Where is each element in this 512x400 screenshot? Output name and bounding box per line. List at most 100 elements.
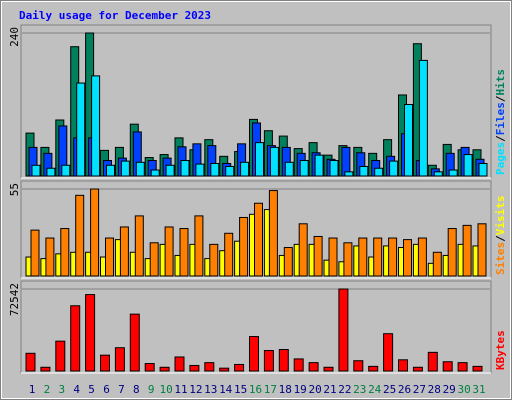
legend-entry: Hits	[494, 69, 507, 96]
legend-separator: /	[494, 95, 507, 102]
bar	[234, 363, 245, 372]
bar	[299, 160, 309, 177]
y-tick-label: 240	[8, 27, 21, 47]
x-tick-label: 14	[219, 383, 233, 396]
legend-entry: Visits	[494, 196, 507, 236]
bar	[388, 237, 398, 277]
bar	[427, 351, 438, 372]
bar	[85, 294, 96, 372]
bar	[353, 360, 364, 372]
bar	[448, 169, 458, 177]
bar	[313, 235, 323, 277]
bar	[159, 366, 170, 372]
x-tick-label: 10	[159, 383, 172, 396]
x-tick-label: 5	[88, 383, 95, 396]
bar	[144, 363, 155, 372]
bar	[463, 154, 473, 177]
x-tick-label: 25	[383, 383, 396, 396]
bar	[164, 226, 174, 277]
bar	[477, 223, 487, 277]
bar	[344, 171, 354, 177]
bar	[75, 194, 85, 277]
legend-separator: /	[494, 135, 507, 142]
bar	[219, 367, 230, 372]
x-tick-label: 20	[308, 383, 321, 396]
bar	[76, 82, 86, 177]
bar	[100, 354, 110, 372]
bar	[204, 362, 215, 372]
x-tick-label: 22	[338, 383, 351, 396]
bar	[195, 163, 205, 177]
bar	[70, 305, 81, 372]
bar	[314, 154, 324, 177]
bar	[46, 167, 56, 177]
bar	[433, 171, 443, 177]
chart-title: Daily usage for December 2023	[19, 9, 211, 22]
x-tick-label: 19	[294, 383, 307, 396]
bar	[60, 228, 70, 277]
bar	[165, 164, 175, 177]
bar	[269, 146, 279, 177]
bar	[90, 188, 100, 277]
bar	[368, 365, 379, 372]
x-tick-label: 16	[249, 383, 262, 396]
x-tick-label: 3	[58, 383, 65, 396]
bar	[328, 237, 338, 277]
legend-entry: KBytes	[494, 330, 507, 370]
x-tick-label: 6	[103, 383, 110, 396]
bar	[209, 243, 219, 277]
bar	[268, 190, 278, 277]
x-tick-label: 15	[234, 383, 247, 396]
bar	[255, 142, 264, 177]
bar	[403, 239, 412, 277]
bar	[61, 164, 71, 177]
bar	[278, 349, 289, 372]
bar	[472, 365, 483, 372]
bar	[398, 359, 408, 372]
x-tick-label: 12	[189, 383, 202, 396]
bar	[389, 160, 399, 177]
bar	[25, 352, 36, 372]
bar	[31, 164, 41, 177]
x-tick-label: 9	[148, 383, 155, 396]
bar	[91, 75, 101, 177]
bar	[179, 228, 189, 277]
bar	[120, 160, 130, 177]
bar	[129, 313, 140, 372]
x-tick-label: 4	[73, 383, 80, 396]
x-tick-label: 11	[174, 383, 187, 396]
x-tick-label: 23	[353, 383, 366, 396]
bar	[150, 169, 160, 177]
x-tick-label: 27	[413, 383, 426, 396]
bar	[189, 364, 200, 372]
bar	[293, 358, 304, 372]
bar	[442, 361, 453, 372]
bar	[358, 237, 368, 277]
x-tick-label: 24	[368, 383, 382, 396]
x-tick-label: 31	[472, 383, 485, 396]
x-tick-label: 1	[29, 383, 36, 396]
bar	[225, 165, 235, 177]
x-tick-label: 17	[264, 383, 277, 396]
bar	[478, 162, 488, 177]
legend: Sites/Visits	[494, 196, 507, 276]
bar	[417, 237, 427, 277]
bar	[447, 228, 457, 277]
bar	[249, 336, 259, 372]
bar	[383, 333, 394, 372]
x-tick-label: 21	[323, 383, 336, 396]
bar	[240, 161, 250, 177]
bar	[105, 237, 114, 277]
x-tick-label: 30	[457, 383, 470, 396]
bar	[343, 242, 353, 277]
x-tick-label: 13	[204, 383, 217, 396]
y-tick-label: 72542	[8, 283, 21, 316]
bar	[457, 362, 468, 372]
x-tick-label: 18	[279, 383, 292, 396]
x-tick-label: 7	[118, 383, 125, 396]
bar	[174, 356, 185, 372]
bar	[119, 226, 129, 277]
bar	[323, 366, 334, 372]
bar	[298, 223, 308, 277]
